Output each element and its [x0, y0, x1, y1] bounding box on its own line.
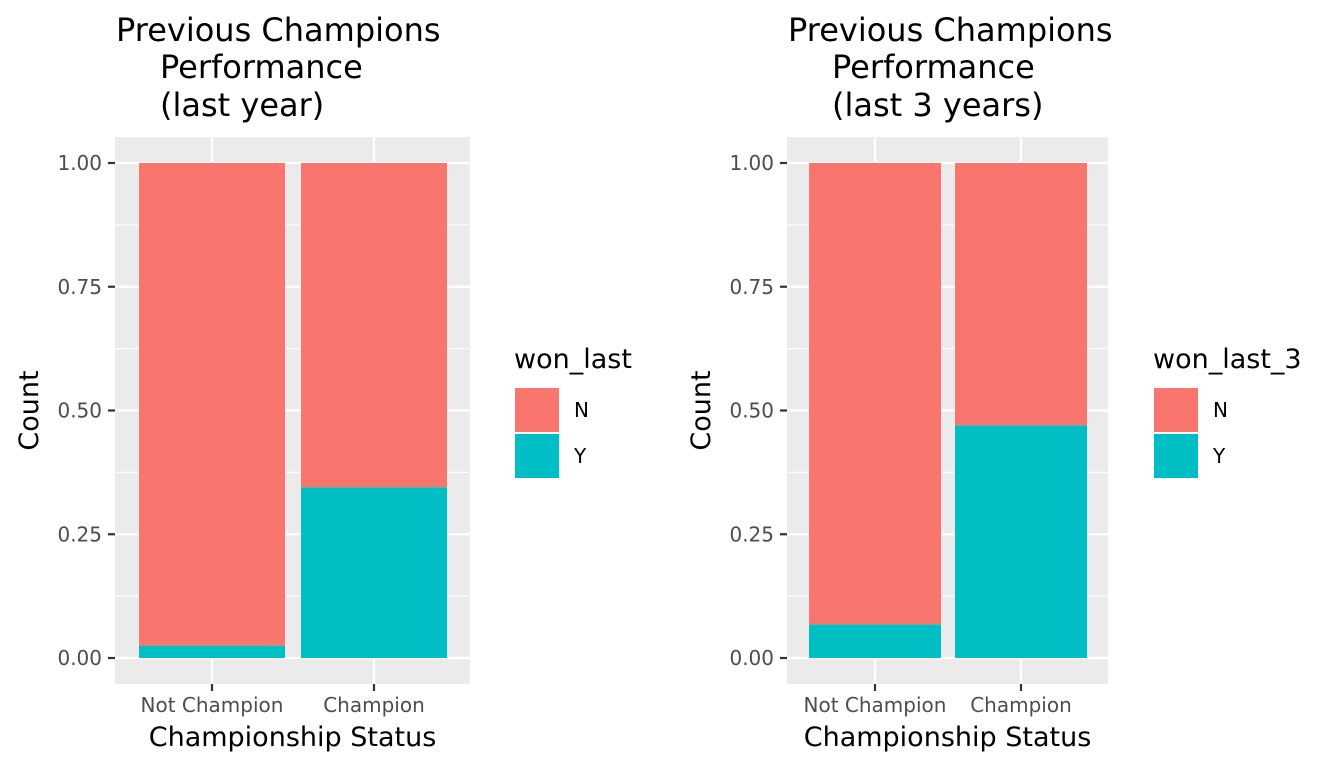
x-axis-title: Championship Status — [804, 722, 1092, 753]
y-tick-label: 0.25 — [729, 522, 774, 546]
chart-2: 0.00 0.25 0.50 0.75 1.00 Not Champion Champion… — [686, 11, 1302, 753]
legend-label: N — [574, 398, 589, 422]
y-tick-label: 0.50 — [729, 399, 774, 423]
chart-title-line: Performance — [832, 48, 1035, 86]
x-tick-label: Champion — [970, 693, 1072, 717]
y-tick-label: 0.75 — [729, 275, 774, 299]
bar-n-not-champion — [809, 163, 941, 625]
y-tick-label: 0.25 — [57, 522, 102, 546]
legend-label: Y — [573, 444, 587, 468]
chart-title-line: (last 3 years) — [832, 86, 1043, 124]
bar-n-champion — [955, 163, 1087, 426]
bar-n-champion — [301, 163, 447, 488]
x-tick-label: Not Champion — [141, 693, 284, 717]
legend-key-y — [1152, 432, 1200, 480]
x-tick-label: Champion — [323, 693, 425, 717]
legend-label: N — [1213, 398, 1228, 422]
chart-title-line: Previous Champions — [116, 11, 441, 49]
legend-key-n — [513, 386, 561, 434]
x-tick-label: Not Champion — [804, 693, 947, 717]
legend-key-n — [1152, 386, 1200, 434]
bar-n-not-champion — [139, 163, 285, 646]
y-tick-label: 1.00 — [57, 151, 102, 175]
legend-title: won_last_3 — [1153, 344, 1302, 375]
y-tick-label: 1.00 — [729, 151, 774, 175]
legend-title: won_last — [514, 344, 632, 375]
chart-1: 0.00 0.25 0.50 0.75 1.00 Not Champion Champion… — [14, 11, 632, 753]
bar-y-champion — [301, 487, 447, 658]
chart-title-line: (last year) — [160, 86, 324, 124]
bar-y-champion — [955, 425, 1087, 658]
legend-label: Y — [1212, 444, 1226, 468]
y-tick-label: 0.00 — [57, 646, 102, 670]
chart-title-line: Previous Champions — [788, 11, 1113, 49]
chart-title-line: Performance — [160, 48, 363, 86]
y-tick-label: 0.00 — [729, 646, 774, 670]
x-axis-title: Championship Status — [149, 722, 437, 753]
y-tick-label: 0.75 — [57, 275, 102, 299]
legend-key-y — [513, 432, 561, 480]
bar-y-not-champion — [139, 645, 285, 658]
y-tick-label: 0.50 — [57, 399, 102, 423]
y-axis-title: Count — [686, 370, 717, 450]
bar-y-not-champion — [809, 624, 941, 658]
y-axis-title: Count — [14, 370, 45, 450]
